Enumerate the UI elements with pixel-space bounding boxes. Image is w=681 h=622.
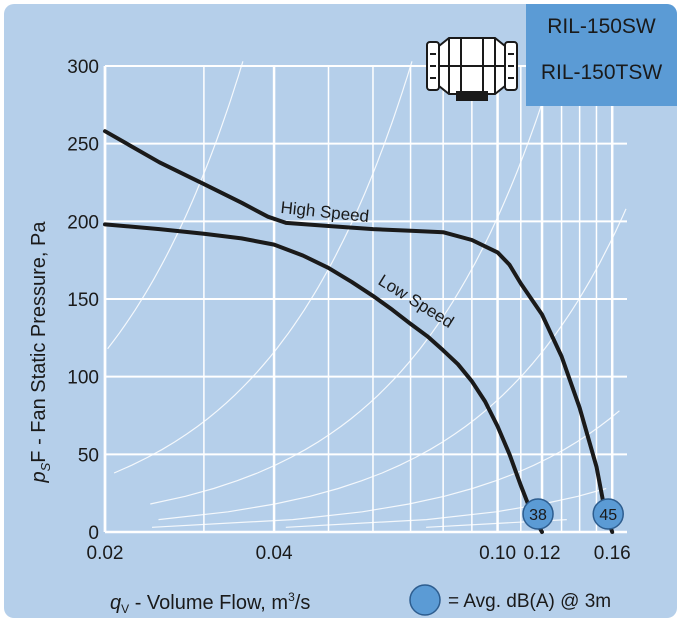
chart-frame: High Speed Low Speed 45 38 0 50 100 150 200 250…: [4, 4, 677, 618]
y-tick-label: 200: [67, 212, 99, 233]
x-tick-label: 0.12: [524, 543, 561, 564]
legend-note: = Avg. dB(A) @ 3m: [448, 591, 611, 612]
system-curve: [113, 61, 413, 474]
system-curve: [150, 61, 556, 505]
series-lines: [103, 129, 615, 534]
model-name-2: RIL-150TSW: [540, 61, 663, 84]
x-tick-label: 0.02: [87, 543, 124, 564]
dba-marker: [592, 498, 624, 530]
y-tick-label: 300: [67, 57, 99, 78]
x-tick-label: 0.10: [479, 543, 516, 564]
x-tick-label: 0.04: [256, 543, 293, 564]
legend: = Avg. dB(A) @ 3m: [409, 584, 611, 616]
series-line: [103, 129, 615, 534]
system-curve: [151, 410, 620, 528]
y-tick-label: 50: [78, 445, 99, 466]
dba-marker: [522, 498, 554, 530]
system-curve: [285, 487, 607, 528]
major-grid: [103, 65, 627, 533]
model-name-1: RIL-150SW: [547, 15, 656, 38]
tick-labels: 0 50 100 150 200 250 300 0.02 0.04 0.10 0.12 0.16: [67, 57, 630, 564]
y-tick-label: 100: [67, 368, 99, 389]
dba-marker-label: 45: [599, 507, 617, 524]
x-axis-label: qV - Volume Flow, m3/s: [110, 590, 310, 616]
y-tick-label: 150: [67, 290, 99, 311]
model-box: RIL-150SW RIL-150TSW: [526, 4, 677, 106]
system-curve: [158, 208, 627, 521]
x-tick-label: 0.16: [594, 543, 631, 564]
system-curves: [107, 61, 627, 528]
system-curve: [107, 61, 244, 350]
inline-duct-fan-icon: [426, 37, 518, 101]
curve-label: Low Speed: [375, 271, 457, 332]
dba-marker-label: 38: [529, 507, 547, 524]
y-tick-label: 0: [88, 523, 99, 544]
dba-markers: 45 38: [522, 498, 624, 530]
y-axis-label: pSF - Fan Static Pressure, Pa: [28, 221, 53, 484]
sound-level-marker-icon: [409, 584, 441, 616]
series-line: [103, 222, 544, 534]
y-tick-label: 250: [67, 135, 99, 156]
